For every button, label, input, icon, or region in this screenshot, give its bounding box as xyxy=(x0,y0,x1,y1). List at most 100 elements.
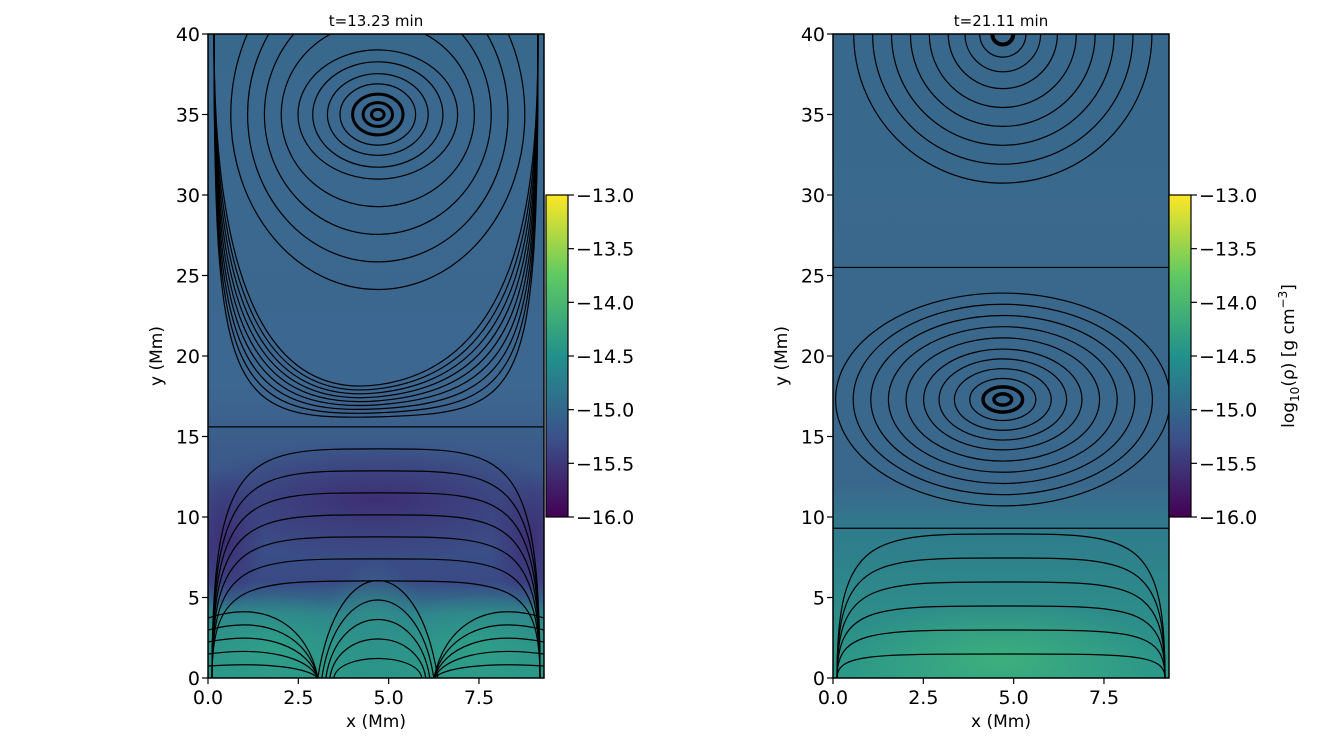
ylabel-right: y (Mm) xyxy=(772,326,792,386)
streamline xyxy=(213,34,539,414)
streamline-loop xyxy=(909,34,1096,127)
colorbar-tick-label: −13.5 xyxy=(576,239,634,261)
streamline xyxy=(836,533,1166,678)
colorbar-tick-label: −13.5 xyxy=(1199,239,1257,261)
y-tick-label: 10 xyxy=(801,507,825,529)
streamline-loop xyxy=(981,385,1025,414)
streamline-loop xyxy=(853,34,1153,184)
streamline-loop xyxy=(351,92,405,137)
streamline-loop xyxy=(990,34,1016,47)
streamline-loop xyxy=(263,34,492,235)
streamline-loop xyxy=(835,292,1169,507)
colorbar-tick-label: −13.0 xyxy=(1199,185,1257,207)
density-field-right xyxy=(833,34,1169,678)
y-tick-label: 5 xyxy=(813,588,825,610)
y-tick-label: 30 xyxy=(801,185,825,207)
x-tick-label: 2.5 xyxy=(908,687,938,709)
x-tick-label: 2.5 xyxy=(283,687,313,709)
streamline xyxy=(211,536,541,678)
streamline xyxy=(213,34,539,407)
x-tick-label: 5.0 xyxy=(999,687,1029,709)
streamline-loop xyxy=(923,348,1083,451)
colorbar-tick-label: −16.0 xyxy=(1199,507,1257,529)
streamline-loop xyxy=(872,34,1134,165)
streamline xyxy=(433,650,544,678)
streamline xyxy=(213,34,539,411)
streamline-loop xyxy=(947,34,1058,90)
streamline xyxy=(211,492,541,678)
streamline-loop xyxy=(312,61,444,168)
colorbar-tick-label: −14.0 xyxy=(576,292,634,314)
colorbar-tick-label: −15.5 xyxy=(1199,453,1257,475)
streamline xyxy=(325,618,431,678)
streamline xyxy=(836,581,1166,678)
streamline-loop xyxy=(870,314,1136,485)
y-tick-label: 25 xyxy=(801,266,825,288)
streamline xyxy=(213,34,539,418)
streamline xyxy=(433,637,544,678)
streamline xyxy=(433,624,544,678)
colorbar-tick-label: −15.0 xyxy=(1199,400,1257,422)
x-tick-label: 0.0 xyxy=(818,687,848,709)
y-tick-label: 15 xyxy=(801,427,825,449)
streamline xyxy=(213,34,539,391)
axes-right: 0.0 2.5 5.0 7.5 0 5 10 15 20 25 30 35 40 xyxy=(801,24,1119,709)
streamline-loop xyxy=(992,392,1014,407)
streamline xyxy=(208,650,319,678)
streamline-loop xyxy=(230,34,526,291)
panel-right: 0.0 2.5 5.0 7.5 0 5 10 15 20 25 30 35 40 t=21.11 min… xyxy=(772,12,1302,732)
y-tick-label: 0 xyxy=(813,668,825,690)
title-right: t=21.11 min xyxy=(954,12,1048,30)
y-tick-label: 5 xyxy=(188,588,200,610)
streamline-loop xyxy=(969,377,1037,422)
colorbar-gradient xyxy=(1168,194,1192,518)
streamline xyxy=(836,605,1166,678)
streamline-loop xyxy=(339,83,417,146)
streamline-loop xyxy=(852,303,1154,496)
streamline xyxy=(836,629,1166,678)
streamline-loop xyxy=(890,34,1115,146)
streamlines-left xyxy=(208,34,544,678)
streamline xyxy=(208,611,319,678)
streamline-loop xyxy=(938,358,1068,441)
streamline xyxy=(836,653,1166,678)
colorbar-tick-label: −15.5 xyxy=(576,453,634,475)
y-tick-label: 20 xyxy=(801,346,825,368)
streamline-loop xyxy=(247,34,509,263)
colorbar-right: −13.0 −13.5 −14.0 −14.5 −15.0 −15.5 −16.0 xyxy=(1168,185,1257,529)
colorbar-left: −13.0 −13.5 −14.0 −14.5 −15.0 −15.5 −16.0 xyxy=(545,185,634,529)
streamline xyxy=(211,470,541,678)
streamline-loop xyxy=(887,326,1118,473)
y-tick-label: 10 xyxy=(176,507,200,529)
streamline-loop xyxy=(928,34,1077,109)
colorbar-tick-label: −13.0 xyxy=(576,185,634,207)
density-field-left xyxy=(208,34,544,678)
streamline xyxy=(213,34,539,399)
xlabel-right: x (Mm) xyxy=(971,712,1031,732)
y-tick-label: 0 xyxy=(188,668,200,690)
streamline xyxy=(433,611,544,678)
streamline xyxy=(211,558,541,678)
x-tick-label: 0.0 xyxy=(193,687,223,709)
panel-left: 0.0 2.5 5.0 7.5 0 5 10 15 20 25 30 35 40 t=13.23 min… xyxy=(147,12,634,732)
streamline-loop xyxy=(905,337,1101,462)
streamline xyxy=(208,624,319,678)
axes-left: 0.0 2.5 5.0 7.5 0 5 10 15 20 25 30 35 40 xyxy=(176,24,494,709)
streamline xyxy=(433,664,544,678)
streamline xyxy=(321,599,435,678)
colorbar-tick-label: −16.0 xyxy=(576,507,634,529)
y-tick-label: 40 xyxy=(176,24,200,46)
x-tick-label: 7.5 xyxy=(1089,687,1119,709)
colorbar-tick-label: −14.5 xyxy=(576,346,634,368)
streamline-loop xyxy=(979,34,1027,58)
streamline xyxy=(213,34,539,387)
y-tick-label: 15 xyxy=(176,427,200,449)
y-tick-label: 40 xyxy=(801,24,825,46)
streamline xyxy=(333,657,423,678)
streamline xyxy=(211,448,541,678)
streamline-loop xyxy=(370,107,386,122)
colorbar-gradient xyxy=(545,194,569,518)
streamline xyxy=(317,580,439,678)
colorbar-label-right: log10(ρ) [g cm−3] xyxy=(1276,284,1302,428)
